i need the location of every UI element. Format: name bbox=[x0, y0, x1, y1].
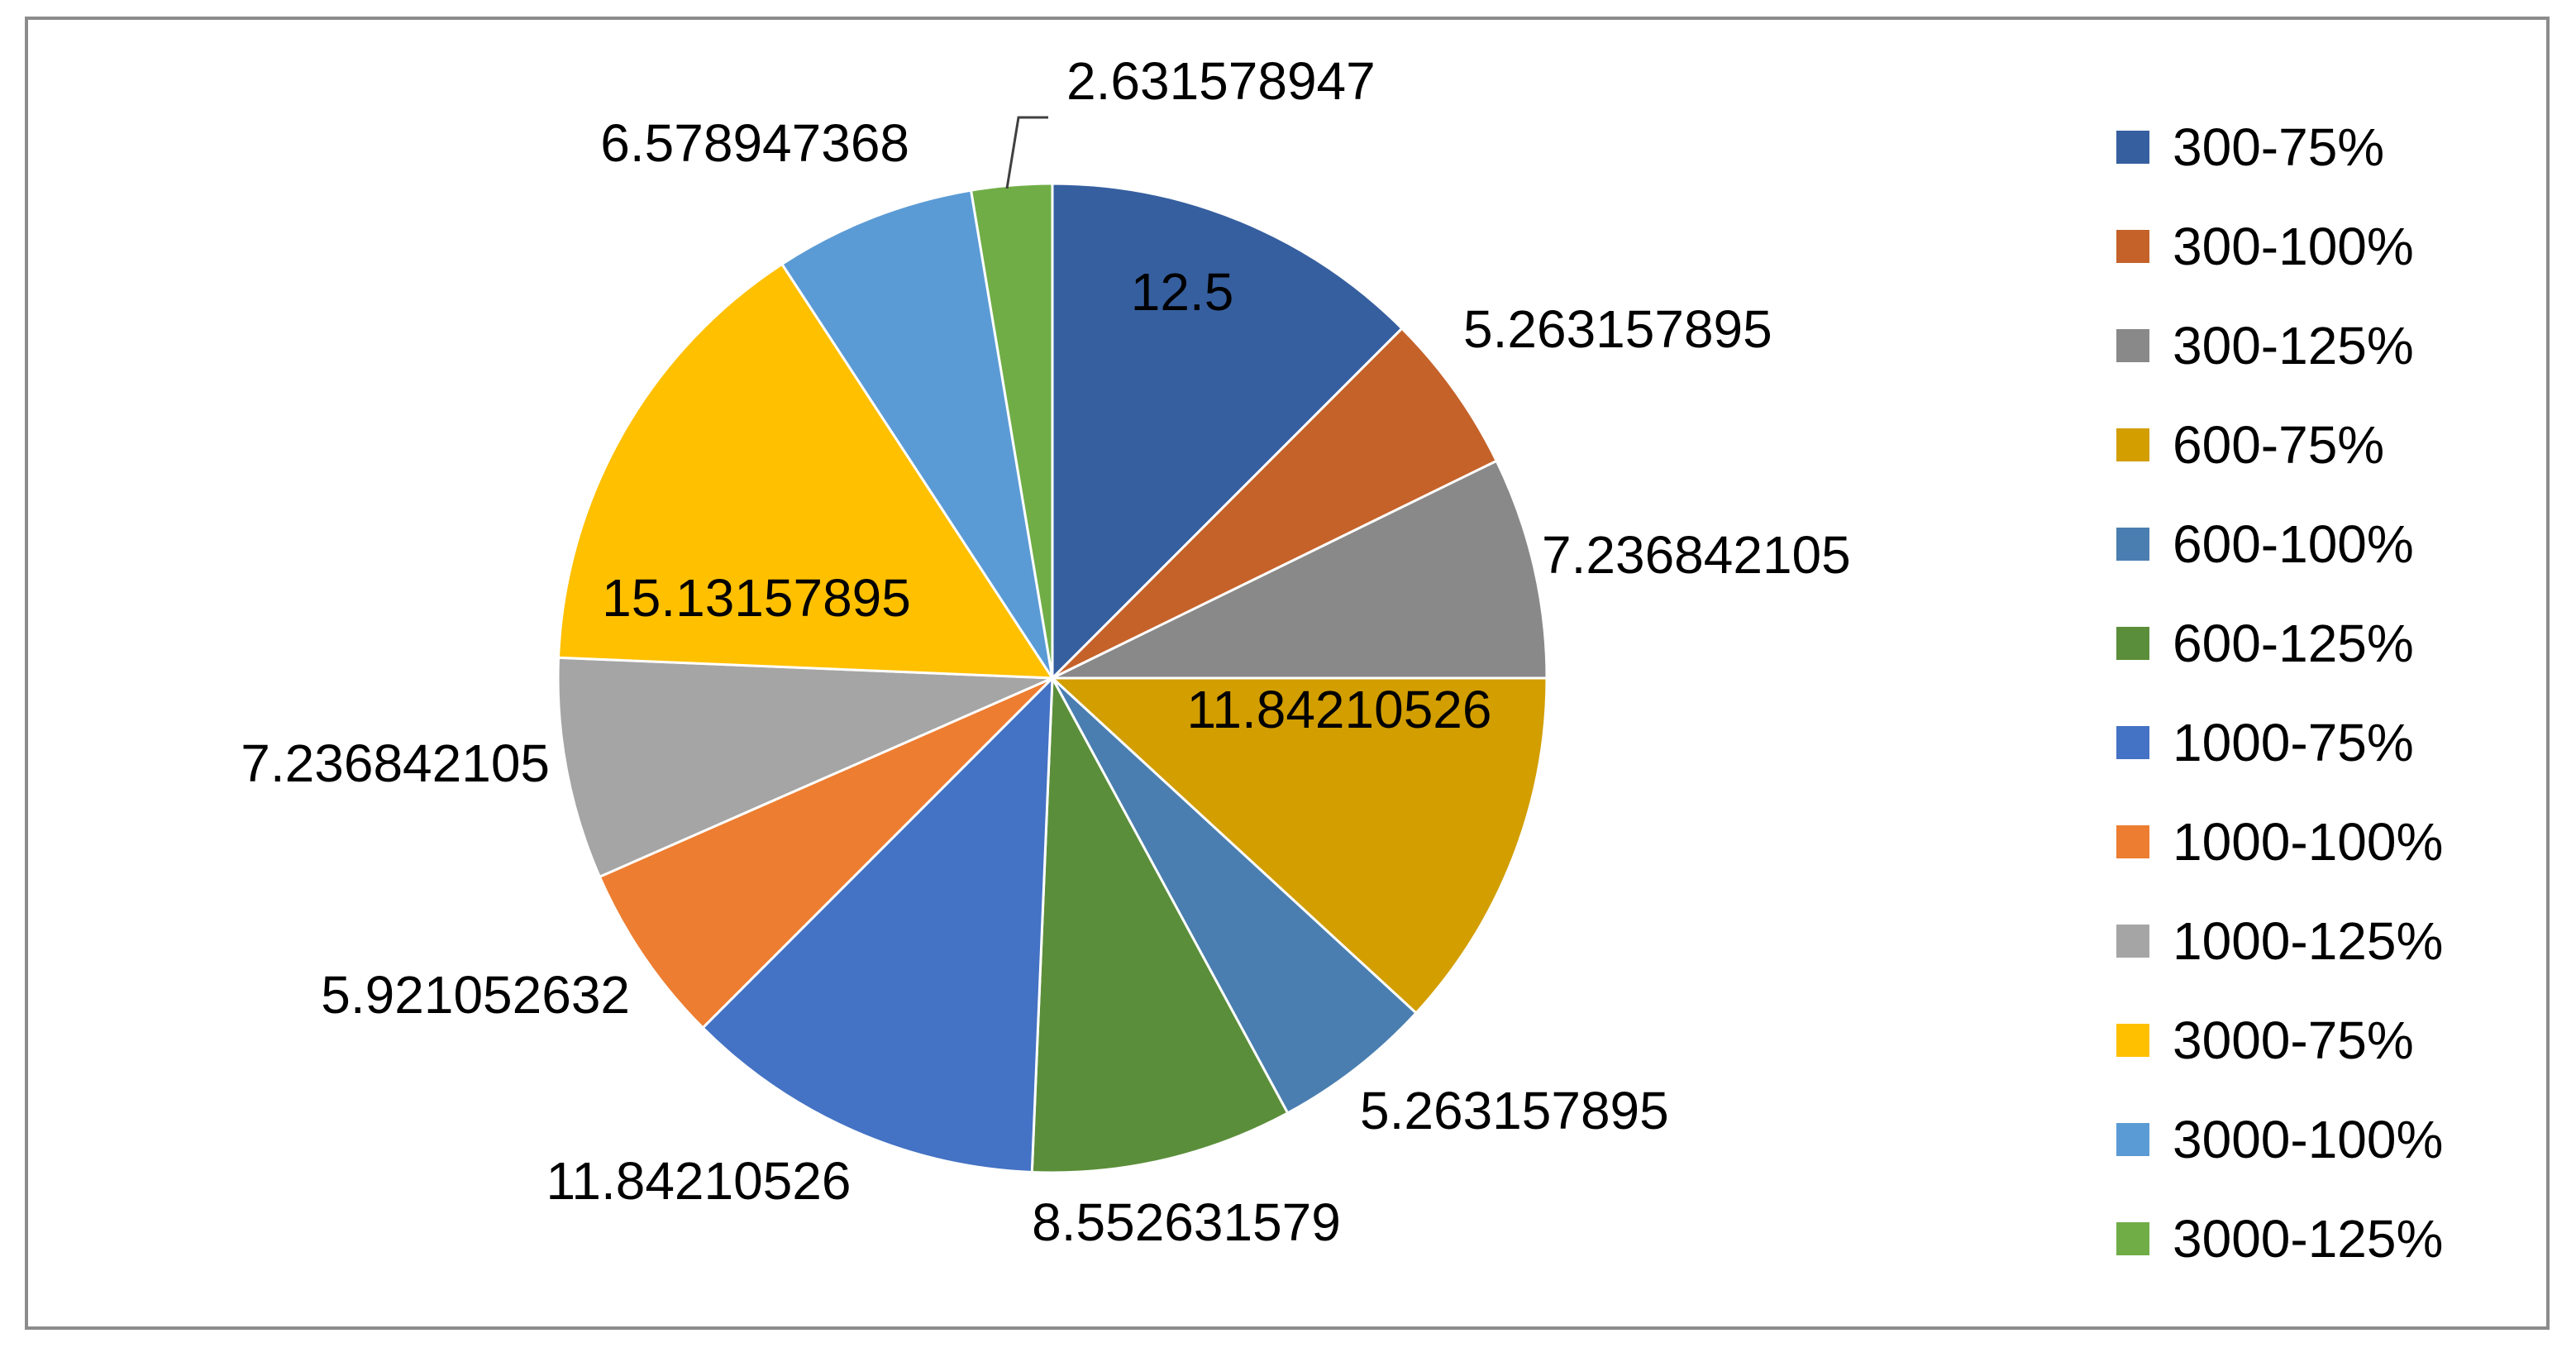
legend-swatch-1000-75pct bbox=[2116, 726, 2149, 759]
data-label-1000-75pct: 11.84210526 bbox=[546, 1151, 852, 1211]
legend-swatch-600-100pct bbox=[2116, 528, 2149, 561]
data-label-300-75pct: 12.5 bbox=[1131, 262, 1234, 322]
pie-slice-3000-100pct bbox=[780, 189, 1054, 679]
data-label-600-100pct: 5.263157895 bbox=[1360, 1081, 1669, 1140]
pie-slice-1000-100pct bbox=[598, 676, 1054, 1030]
legend-label-1000-125pct: 1000-125% bbox=[2173, 911, 2443, 971]
pie-slice-1000-125pct bbox=[556, 656, 1053, 879]
legend-swatch-1000-100pct bbox=[2116, 825, 2149, 858]
data-label-3000-125pct: 2.631578947 bbox=[1066, 51, 1376, 111]
legend-swatch-3000-125pct bbox=[2116, 1222, 2149, 1255]
pie-slice-300-100pct bbox=[1051, 327, 1499, 680]
legend-label-3000-125pct: 3000-125% bbox=[2173, 1209, 2443, 1269]
data-label-3000-100pct: 6.578947368 bbox=[600, 113, 909, 173]
leader-lines bbox=[1005, 116, 1048, 189]
leader-line-3000-125pct bbox=[1005, 116, 1048, 189]
data-label-300-100pct: 5.263157895 bbox=[1463, 299, 1772, 359]
data-label-600-75pct: 11.84210526 bbox=[1187, 680, 1492, 739]
legend-label-300-100pct: 300-100% bbox=[2173, 217, 2414, 276]
legend-swatch-300-125pct bbox=[2116, 329, 2149, 362]
data-labels: 12.5 5.263157895 7.236842105 11.84210526 5.2… bbox=[241, 51, 1850, 1252]
legend-label-300-75pct: 300-75% bbox=[2173, 117, 2384, 177]
legend-swatch-3000-75pct bbox=[2116, 1024, 2149, 1057]
legend-swatch-600-75pct bbox=[2116, 428, 2149, 461]
data-label-1000-125pct: 7.236842105 bbox=[241, 734, 550, 793]
data-label-1000-100pct: 5.921052632 bbox=[321, 965, 630, 1025]
pie-slice-3000-125pct bbox=[969, 182, 1054, 679]
legend-label-1000-75pct: 1000-75% bbox=[2173, 713, 2414, 772]
pie-slices bbox=[556, 182, 1548, 1174]
legend-swatch-3000-100pct bbox=[2116, 1123, 2149, 1156]
pie-slice-600-100pct bbox=[1051, 676, 1419, 1115]
pie-slice-3000-75pct bbox=[556, 262, 1055, 680]
legend-swatch-1000-125pct bbox=[2116, 925, 2149, 958]
legend-label-600-75pct: 600-75% bbox=[2173, 415, 2384, 475]
legend-label-600-125pct: 600-125% bbox=[2173, 614, 2414, 673]
pie-slice-1000-75pct bbox=[701, 675, 1054, 1174]
legend-swatch-300-100pct bbox=[2116, 230, 2149, 263]
pie-slice-300-75pct bbox=[1051, 182, 1404, 681]
pie-slice-600-75pct bbox=[1049, 676, 1548, 1016]
legend-label-600-100pct: 600-100% bbox=[2173, 514, 2414, 574]
pie-slice-300-125pct bbox=[1052, 459, 1548, 680]
legend-swatch-600-125pct bbox=[2116, 627, 2149, 660]
legend-label-3000-75pct: 3000-75% bbox=[2173, 1011, 2414, 1070]
legend-swatch-300-75pct bbox=[2116, 131, 2149, 164]
data-label-300-125pct: 7.236842105 bbox=[1542, 525, 1851, 585]
legend-label-3000-100pct: 3000-100% bbox=[2173, 1110, 2443, 1169]
data-label-600-125pct: 8.552631579 bbox=[1032, 1192, 1341, 1252]
legend: 300-75% 300-100% 300-125% 600-75% 600-100% 60… bbox=[2116, 117, 2443, 1269]
legend-label-1000-100pct: 1000-100% bbox=[2173, 812, 2443, 872]
pie-slice-600-125pct bbox=[1030, 673, 1290, 1174]
legend-label-300-125pct: 300-125% bbox=[2173, 316, 2414, 375]
data-label-3000-75pct: 15.13157895 bbox=[602, 568, 911, 628]
